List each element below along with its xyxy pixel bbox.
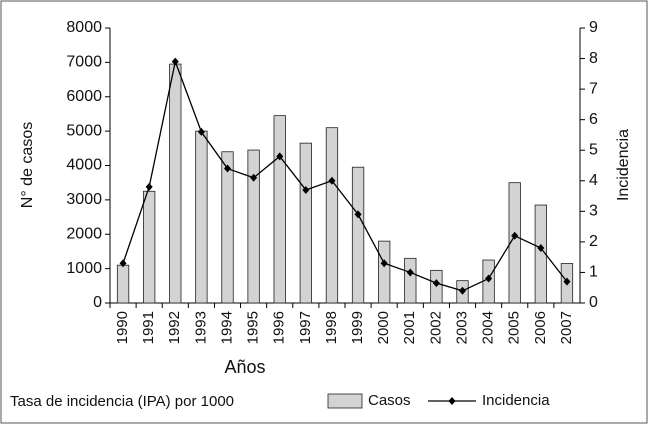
y2-tick-label: 2: [589, 233, 598, 250]
bar: [325, 127, 339, 304]
y-tick-label: 0: [93, 294, 102, 311]
x-tick-label: 1999: [349, 311, 366, 344]
bar: [116, 264, 130, 304]
x-tick-label: 2003: [453, 311, 470, 344]
point: [354, 210, 362, 219]
bar: [273, 115, 286, 304]
bar: [247, 149, 260, 304]
legend-label: Casos: [368, 392, 411, 409]
x-tick-label: 1993: [192, 311, 209, 344]
point: [224, 164, 231, 173]
x-tick-label: 1997: [297, 311, 314, 344]
y-tick-label: 2000: [66, 225, 102, 242]
y2-tick-label: 0: [589, 294, 598, 311]
x-tick-label: 2001: [401, 311, 418, 344]
bar: [378, 240, 391, 304]
x-tick-label: 2004: [480, 311, 497, 344]
y2-tick-label: 3: [589, 203, 598, 220]
x-tick-label: 1991: [140, 311, 157, 344]
bar: [143, 190, 156, 304]
y-tick-label: 3000: [66, 191, 102, 208]
x-tick-label: 2002: [427, 311, 444, 344]
y-tick-label: 7000: [66, 54, 102, 71]
x-tick-label: 1992: [166, 311, 183, 344]
point: [459, 286, 466, 295]
x-tick-label: 1994: [218, 311, 235, 344]
bar: [508, 182, 521, 304]
point: [119, 259, 127, 268]
bar: [351, 166, 365, 304]
x-tick-label: 1998: [323, 311, 340, 344]
y-tick-label: 4000: [66, 157, 102, 174]
y-axis-label: N° de casos: [19, 122, 36, 208]
y2-tick-label: 5: [589, 141, 598, 158]
bar: [534, 204, 547, 304]
legend-swatch: [448, 397, 456, 405]
bar: [169, 63, 182, 304]
x-tick-label: 1996: [271, 311, 288, 344]
y2-tick-label: 8: [589, 50, 598, 67]
bar: [195, 130, 208, 304]
x-tick-label: 1995: [245, 311, 262, 344]
x-axis-label: Años: [224, 357, 265, 377]
point: [328, 176, 336, 185]
y-tick-label: 1000: [66, 260, 102, 277]
y2-tick-label: 1: [589, 264, 598, 281]
x-tick-label: 2005: [506, 311, 523, 344]
point: [511, 231, 519, 240]
x-tick-label: 2007: [558, 311, 575, 344]
point: [432, 279, 440, 288]
y2-tick-label: 6: [589, 111, 598, 128]
point: [276, 152, 284, 161]
point: [171, 57, 179, 66]
x-tick-label: 2006: [532, 311, 549, 344]
y2-axis-label: Incidencia: [615, 129, 632, 201]
point: [302, 185, 310, 194]
x-tick-label: 1990: [114, 311, 131, 344]
y2-tick-label: 9: [589, 19, 598, 36]
y-tick-label: 6000: [66, 88, 102, 105]
point: [145, 182, 153, 191]
point: [380, 259, 388, 268]
point: [563, 277, 571, 286]
point: [406, 268, 414, 277]
legend-swatch: [327, 393, 363, 409]
y2-tick-label: 4: [589, 172, 598, 189]
y-tick-label: 5000: [66, 122, 102, 139]
point: [250, 173, 258, 182]
y-tick-label: 8000: [66, 19, 102, 36]
x-tick-label: 2000: [375, 311, 392, 344]
legend-label: Incidencia: [482, 392, 550, 409]
bar: [404, 257, 417, 304]
note: Tasa de incidencia (IPA) por 1000: [10, 393, 234, 410]
bar: [299, 142, 312, 304]
point: [485, 274, 493, 283]
line: [122, 59, 568, 292]
bar: [221, 151, 234, 304]
point: [537, 244, 545, 252]
point: [197, 127, 205, 136]
y2-tick-label: 7: [589, 80, 598, 97]
